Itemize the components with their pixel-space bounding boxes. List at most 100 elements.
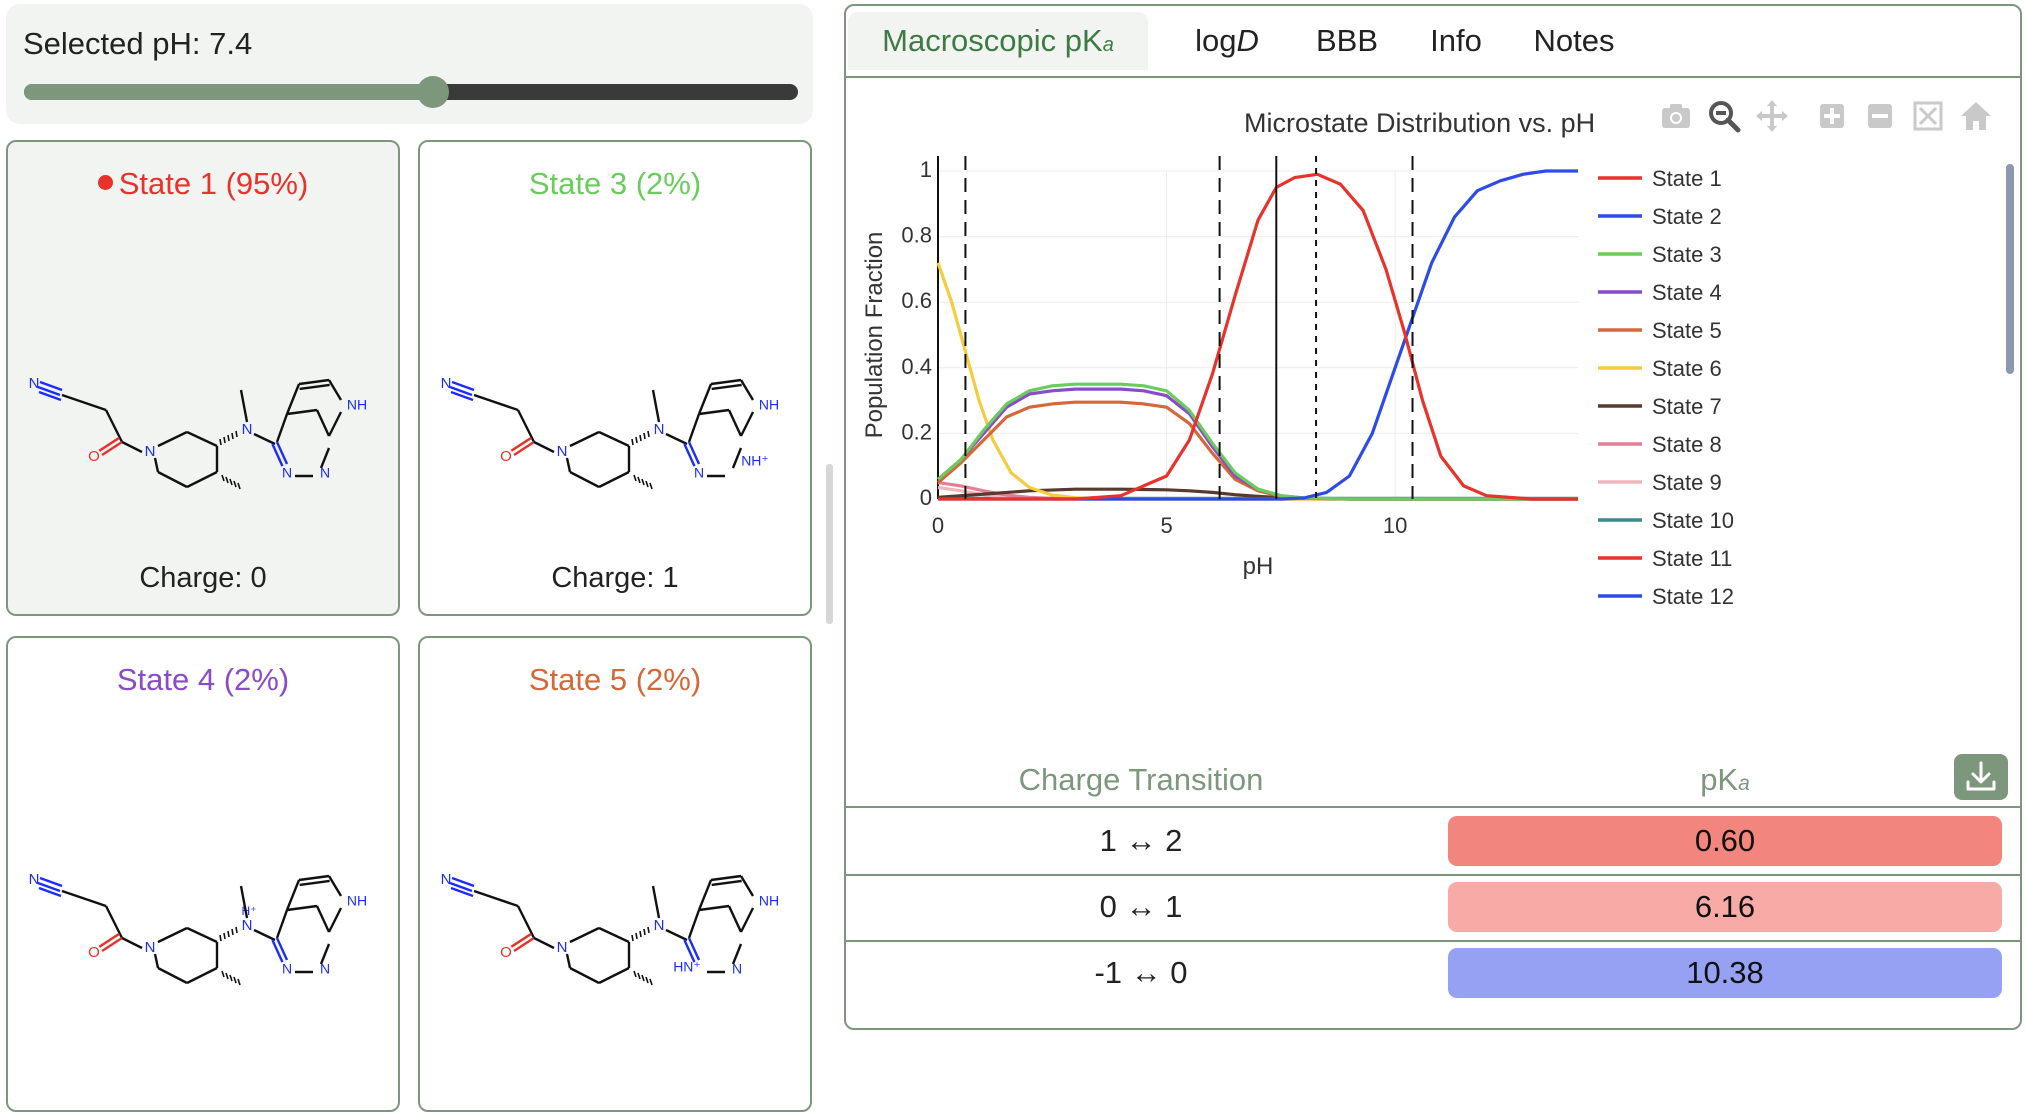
plot-toolbar (846, 96, 2020, 136)
nitrile-n-label: N (441, 375, 452, 392)
bond-line (598, 966, 630, 985)
bond-line (275, 441, 289, 465)
bond-line (37, 881, 61, 893)
state-card-3[interactable]: State 3 (2%) N O N N N NH⁺ NH Charge: 1 (418, 140, 812, 616)
state-card-title: State 4 (2%) (116, 662, 290, 697)
pka-table-row: 0 ↔ 1 6.16 (846, 874, 2020, 942)
charge-transition-cell: 0 ↔ 1 (1099, 889, 1183, 924)
pka-table-header: Charge Transition pKa (846, 754, 2020, 808)
bond-line (157, 470, 188, 489)
ring-n-label: N (557, 939, 568, 956)
download-button[interactable] (1954, 754, 2008, 800)
bond-line (739, 411, 755, 437)
state-card-title: State 1 (95%) (8, 166, 398, 202)
ph-slider-fill (24, 84, 434, 100)
bond-line (635, 932, 638, 940)
bond-line (513, 440, 535, 457)
bond-line (231, 432, 234, 440)
header-charge-transition: Charge Transition (1018, 762, 1264, 797)
tab-bar: Macroscopic pKa logD BBB Info Notes (846, 6, 2020, 78)
bond-line (237, 482, 241, 490)
bond-line (727, 409, 743, 437)
bond-line (569, 966, 600, 985)
pan-icon[interactable] (1752, 96, 1792, 136)
panel-splitter-handle[interactable] (826, 464, 833, 624)
bond-line (237, 978, 241, 986)
state-card-charge: Charge: 1 (551, 562, 679, 594)
bond-line (221, 970, 225, 978)
bond-line (533, 440, 555, 454)
state-card-4[interactable]: State 4 (2%) N O N N H⁺ N N NH (6, 636, 400, 1112)
state-card-title: State 3 (2%) (528, 166, 702, 201)
bond-line (569, 470, 600, 489)
bond-line (227, 434, 230, 442)
pyrimidine-n-label: N (694, 465, 704, 481)
charge-transition-cell: 1 ↔ 2 (1099, 823, 1183, 858)
bond-line (253, 928, 276, 942)
pyrimidine-n-label: N (282, 465, 292, 481)
download-icon (1966, 761, 1996, 791)
bond-line (235, 926, 238, 934)
bond-line (327, 379, 343, 401)
state-card-charge: Charge: 0 (139, 562, 267, 594)
home-icon[interactable] (1956, 96, 1996, 136)
bond-line (229, 478, 233, 486)
bond-line (327, 907, 343, 933)
bond-line (639, 434, 642, 442)
ph-slider[interactable] (24, 76, 798, 108)
carbonyl-o-label: O (500, 448, 512, 465)
nitrile-n-label: N (29, 871, 40, 888)
bond-line (38, 886, 62, 898)
bond-line (121, 440, 143, 454)
bond-line (186, 470, 218, 489)
state-card-5[interactable]: State 5 (2%) N O N N HN⁺ N NH (418, 636, 812, 1112)
bond-line (233, 976, 237, 984)
bond-line (641, 974, 645, 982)
tab-logd[interactable]: logD (1195, 23, 1259, 58)
pyrrole-nh-label: NH (759, 397, 779, 413)
state-card-1[interactable]: State 1 (95%) N O N N N N NH Charge: 0 (6, 140, 400, 616)
camera-icon[interactable] (1656, 96, 1696, 136)
pyrrole-nh-label: NH (347, 397, 367, 413)
bond-line (569, 926, 600, 944)
bond-line (450, 390, 474, 402)
pyrimidine-n-label: NH⁺ (741, 453, 769, 469)
bond-line (101, 936, 123, 953)
pyrrole-nh-label: NH (347, 893, 367, 909)
zoom-icon[interactable] (1704, 96, 1744, 136)
bond-line (710, 378, 742, 386)
plot-title: Microstate Distribution vs. pH (1244, 108, 1596, 138)
y-tick-label: 0.8 (901, 223, 932, 248)
bond-line (229, 974, 233, 982)
tab-bbb[interactable]: BBB (1315, 23, 1379, 58)
tab-notes[interactable]: Notes (1533, 23, 1615, 58)
bond-line (651, 885, 661, 919)
ph-slider-thumb[interactable] (417, 76, 450, 108)
legend-entry: State 3 (1652, 242, 1722, 267)
bond-line (683, 939, 696, 963)
legend-entry: State 7 (1652, 394, 1722, 419)
molecule-structure: NO NNH⁺N NNH (29, 871, 367, 986)
bond-line (665, 928, 688, 942)
legend-entry: State 4 (1652, 280, 1722, 305)
tab-macroscopic-pka[interactable]: Macroscopic pKa (848, 12, 1148, 70)
bond-line (698, 408, 730, 416)
selected-ph-label: Selected pH: 7.4 (23, 26, 253, 61)
bond-line (513, 936, 535, 953)
autoscale-icon[interactable] (1908, 96, 1948, 136)
bond-line (286, 408, 318, 416)
tab-info[interactable]: Info (1430, 23, 1482, 58)
zoom-out-icon[interactable] (1860, 96, 1900, 136)
bond-line (641, 478, 645, 486)
zoom-in-icon[interactable] (1812, 96, 1852, 136)
bond-line (649, 482, 653, 490)
bond-line (298, 378, 330, 386)
bond-line (327, 875, 343, 897)
bond-line (157, 430, 188, 448)
bond-line (449, 881, 473, 893)
pka-value-cell: 10.38 (1448, 948, 2002, 998)
bond-line (223, 932, 226, 940)
bond-line (645, 976, 649, 984)
bond-line (598, 926, 630, 944)
